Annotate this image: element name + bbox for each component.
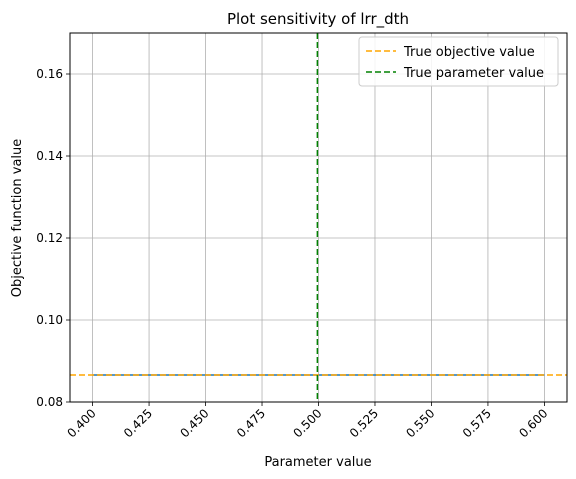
- x-tick-label: 0.550: [403, 406, 437, 440]
- x-tick-label: 0.600: [516, 406, 550, 440]
- legend: True objective value True parameter valu…: [359, 37, 558, 86]
- x-tick-label: 0.525: [347, 406, 381, 440]
- y-axis-label: Objective function value: [10, 139, 25, 298]
- x-axis-label: Parameter value: [264, 455, 371, 470]
- y-tick-label: 0.16: [36, 67, 63, 81]
- x-tick-label: 0.425: [121, 406, 155, 440]
- y-tick-label: 0.14: [36, 149, 63, 163]
- grid: [70, 33, 567, 402]
- x-tick-label: 0.450: [177, 406, 211, 440]
- x-tick-label: 0.500: [290, 406, 324, 440]
- legend-label-true-parameter: True parameter value: [403, 66, 544, 81]
- x-tick-label: 0.475: [234, 406, 268, 440]
- y-tick-label: 0.08: [36, 395, 63, 409]
- y-tick-label: 0.12: [36, 231, 63, 245]
- x-tick-label: 0.400: [65, 406, 99, 440]
- x-tick-label: 0.575: [460, 406, 494, 440]
- legend-label-true-objective: True objective value: [403, 45, 535, 60]
- axis-ticks: 0.400 0.425 0.450 0.475 0.500 0.525 0.550 0.575…: [36, 67, 550, 440]
- y-tick-label: 0.10: [36, 313, 63, 327]
- chart-title: Plot sensitivity of lrr_dth: [227, 10, 409, 29]
